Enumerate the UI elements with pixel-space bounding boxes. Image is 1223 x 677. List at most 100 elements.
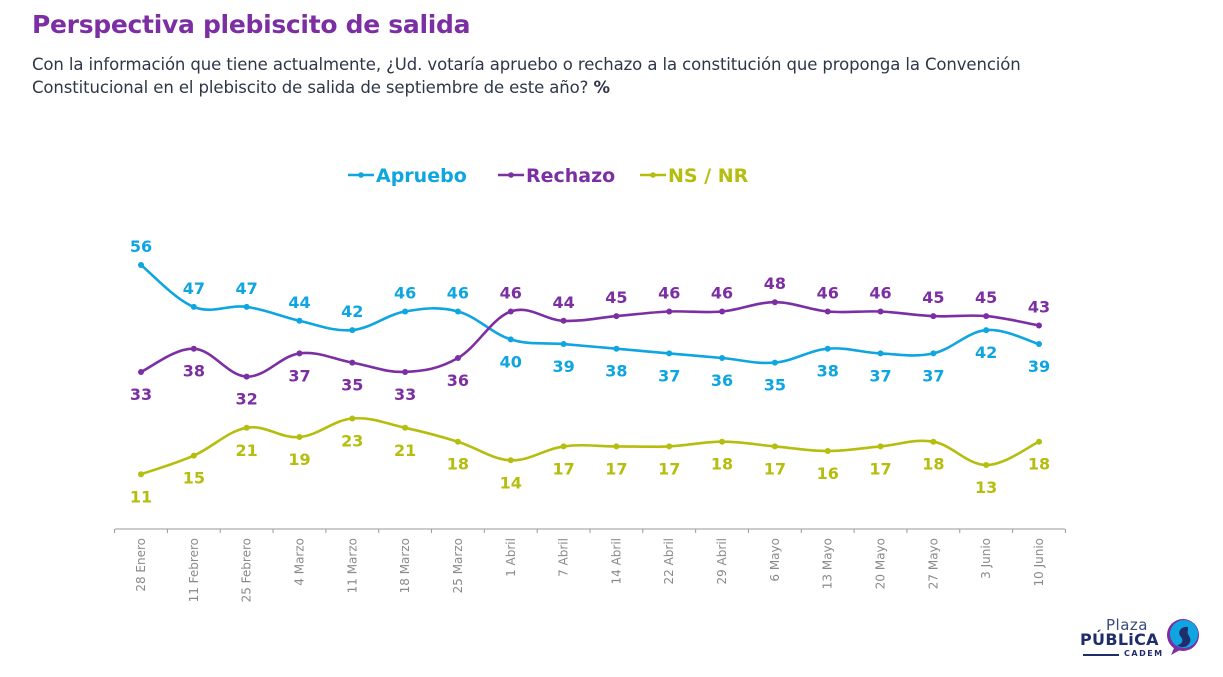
x-tick-label: 25 Febrero bbox=[240, 538, 254, 602]
x-tick-label: 20 Mayo bbox=[874, 538, 888, 589]
logo-text-publica: PÚBLiCA bbox=[1080, 630, 1159, 649]
logo-text-cadem: CADEM bbox=[1124, 649, 1164, 658]
data-label-nsnr: 11 bbox=[130, 487, 152, 506]
data-label-nsnr: 23 bbox=[341, 431, 363, 450]
data-point-nsnr bbox=[877, 443, 884, 450]
data-label-nsnr: 17 bbox=[605, 459, 627, 478]
data-point-nsnr bbox=[190, 452, 197, 459]
x-tick-label: 25 Marzo bbox=[451, 538, 465, 593]
data-label-nsnr: 21 bbox=[236, 441, 258, 460]
data-point-apruebo bbox=[877, 350, 884, 357]
x-tick-label: 11 Marzo bbox=[345, 538, 359, 593]
data-label-apruebo: 40 bbox=[500, 352, 522, 371]
data-label-rechazo: 45 bbox=[922, 288, 944, 307]
data-point-rechazo bbox=[983, 313, 990, 320]
data-label-rechazo: 32 bbox=[236, 390, 258, 409]
data-label-apruebo: 56 bbox=[130, 237, 152, 256]
data-label-nsnr: 18 bbox=[922, 455, 944, 474]
data-label-apruebo: 37 bbox=[658, 366, 680, 385]
data-label-apruebo: 46 bbox=[394, 284, 416, 303]
data-label-rechazo: 38 bbox=[183, 362, 205, 381]
data-label-apruebo: 38 bbox=[817, 362, 839, 381]
data-label-rechazo: 46 bbox=[711, 284, 733, 303]
data-label-rechazo: 36 bbox=[447, 371, 469, 390]
x-tick-label: 29 Abril bbox=[715, 538, 729, 585]
data-point-nsnr bbox=[138, 471, 144, 478]
data-label-nsnr: 18 bbox=[1028, 455, 1050, 474]
data-label-apruebo: 42 bbox=[341, 302, 363, 321]
plaza-publica-cadem-logo: Plaza PÚBLiCA CADEM bbox=[1080, 616, 1200, 664]
legend-label-nsnr: NS / NR bbox=[668, 165, 749, 187]
x-tick-label: 14 Abril bbox=[609, 538, 623, 585]
data-point-nsnr bbox=[666, 443, 673, 450]
legend-label-rechazo: Rechazo bbox=[526, 165, 615, 187]
legend-item-nsnr: NS / NR bbox=[640, 165, 749, 187]
legend-item-rechazo: Rechazo bbox=[498, 165, 615, 187]
data-label-nsnr: 18 bbox=[447, 455, 469, 474]
data-point-nsnr bbox=[930, 438, 937, 445]
data-label-apruebo: 39 bbox=[552, 357, 574, 376]
data-label-rechazo: 45 bbox=[605, 288, 627, 307]
data-label-rechazo: 46 bbox=[500, 284, 522, 303]
data-point-apruebo bbox=[507, 336, 514, 343]
data-label-apruebo: 37 bbox=[869, 366, 891, 385]
data-point-nsnr bbox=[1036, 438, 1042, 445]
x-tick-label: 18 Marzo bbox=[398, 538, 412, 593]
data-label-rechazo: 46 bbox=[817, 284, 839, 303]
data-point-apruebo bbox=[349, 327, 356, 334]
legend-marker-rechazo bbox=[508, 172, 514, 178]
data-label-nsnr: 16 bbox=[817, 464, 839, 483]
data-point-rechazo bbox=[243, 373, 250, 380]
data-point-rechazo bbox=[930, 313, 937, 320]
speech-bubble-icon bbox=[1167, 619, 1199, 655]
data-point-apruebo bbox=[296, 317, 303, 324]
data-point-nsnr bbox=[507, 457, 514, 464]
data-point-rechazo bbox=[296, 350, 303, 357]
data-label-rechazo: 46 bbox=[658, 284, 680, 303]
data-label-nsnr: 17 bbox=[658, 459, 680, 478]
data-point-apruebo bbox=[771, 359, 778, 366]
data-point-rechazo bbox=[190, 345, 197, 352]
data-point-rechazo bbox=[824, 308, 831, 315]
data-label-apruebo: 35 bbox=[764, 376, 786, 395]
data-point-rechazo bbox=[507, 308, 514, 315]
data-label-rechazo: 46 bbox=[869, 284, 891, 303]
data-point-nsnr bbox=[402, 424, 409, 431]
data-point-nsnr bbox=[613, 443, 620, 450]
data-point-apruebo bbox=[719, 355, 726, 361]
series-lines bbox=[138, 262, 1042, 478]
data-label-rechazo: 45 bbox=[975, 288, 997, 307]
logo-rule bbox=[1083, 654, 1119, 656]
data-point-rechazo bbox=[560, 317, 567, 324]
unit-label: % bbox=[593, 78, 610, 97]
x-tick-label: 6 Mayo bbox=[768, 538, 782, 582]
legend-item-apruebo: Apruebo bbox=[348, 165, 467, 187]
x-tick-label: 13 Mayo bbox=[821, 538, 835, 589]
legend-label-apruebo: Apruebo bbox=[376, 165, 467, 187]
x-tick-label: 28 Enero bbox=[134, 538, 148, 592]
data-point-apruebo bbox=[983, 327, 990, 334]
x-axis: 28 Enero 11 Febrero 25 Febrero 4 Marzo 11 Ma… bbox=[114, 528, 1066, 602]
series-line-apruebo bbox=[139, 263, 1041, 365]
page-title: Perspectiva plebiscito de salida bbox=[32, 10, 471, 39]
data-label-apruebo: 39 bbox=[1028, 357, 1050, 376]
x-tick-label: 22 Abril bbox=[662, 538, 676, 585]
data-point-apruebo bbox=[190, 303, 197, 310]
x-tick-label: 4 Marzo bbox=[292, 538, 306, 586]
series-line-nsnr bbox=[139, 416, 1041, 476]
data-point-nsnr bbox=[824, 448, 831, 454]
data-label-nsnr: 18 bbox=[711, 455, 733, 474]
legend-marker-nsnr bbox=[650, 172, 656, 178]
data-label-nsnr: 17 bbox=[552, 459, 574, 478]
data-point-apruebo bbox=[454, 308, 461, 315]
data-point-apruebo bbox=[824, 345, 831, 352]
data-point-rechazo bbox=[771, 299, 778, 306]
x-tick-label: 10 Junio bbox=[1032, 538, 1046, 587]
data-label-apruebo: 47 bbox=[183, 279, 205, 298]
data-label-nsnr: 17 bbox=[869, 459, 891, 478]
data-label-rechazo: 43 bbox=[1028, 297, 1050, 316]
x-tick-label: 11 Febrero bbox=[187, 538, 201, 602]
data-point-apruebo bbox=[613, 345, 620, 352]
data-point-apruebo bbox=[1036, 341, 1042, 348]
